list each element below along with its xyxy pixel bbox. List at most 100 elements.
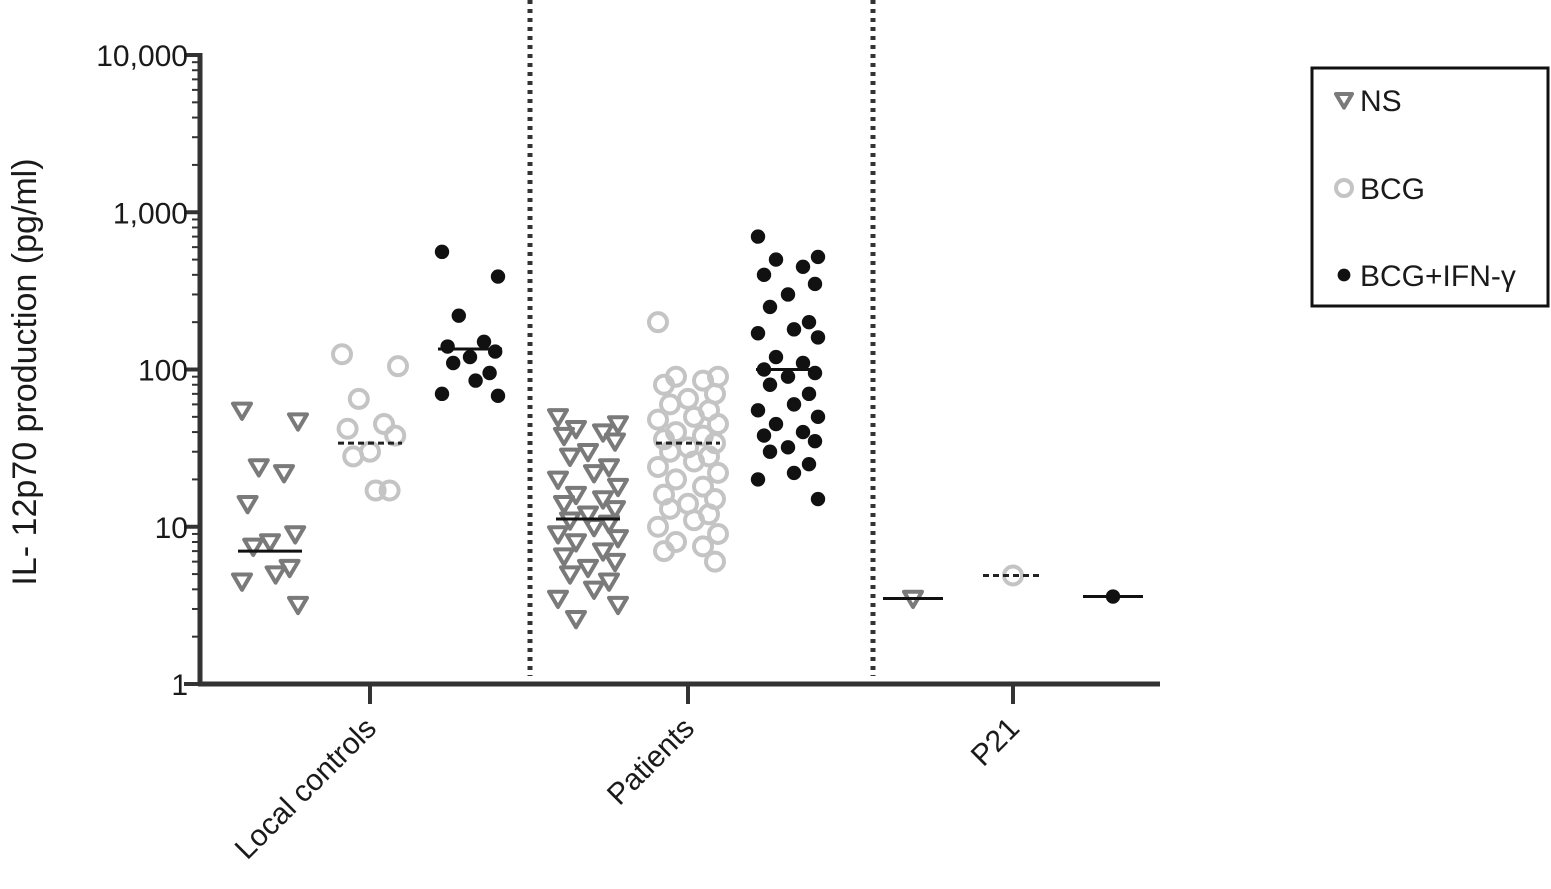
data-point-circle-filled <box>810 491 826 507</box>
data-point-circle-open <box>665 468 687 491</box>
data-point-circle-open <box>647 311 669 334</box>
legend-marker-circle-open <box>1334 178 1354 198</box>
data-point-circle-open <box>707 461 729 484</box>
data-point-circle-open <box>659 393 681 416</box>
data-point-circle-filled <box>462 349 478 365</box>
data-point-triangle-down-open <box>231 572 253 592</box>
data-point-circle-open <box>707 522 729 545</box>
data-point-triangle-down-open <box>583 580 605 600</box>
data-point-circle-filled <box>434 244 450 260</box>
data-point-circle-filled <box>786 397 802 412</box>
data-point-circle-open <box>683 509 705 532</box>
data-point-circle-filled <box>762 377 778 392</box>
data-point-triangle-down-open <box>604 432 626 452</box>
data-point-circle-open <box>653 373 675 396</box>
data-point-circle-filled <box>795 424 811 440</box>
data-point-triangle-down-open <box>565 533 587 553</box>
data-point-circle-filled <box>807 433 823 449</box>
data-point-triangle-down-open <box>553 426 575 447</box>
data-point-circle-filled <box>801 456 817 472</box>
data-point-triangle-down-open <box>236 495 259 515</box>
data-point-triangle-down-open <box>273 464 295 484</box>
data-point-triangle-down-open <box>583 518 605 538</box>
data-point-circle-open <box>647 455 669 478</box>
data-point-circle-filled <box>807 276 823 292</box>
data-point-triangle-down-open <box>577 558 599 579</box>
data-point-circle-filled <box>810 249 826 265</box>
data-point-circle-filled <box>490 269 506 284</box>
data-point-circle-open <box>683 450 705 473</box>
data-point-circle-filled <box>780 440 796 455</box>
legend-marker-triangle-down-open <box>1334 92 1354 110</box>
data-point-circle-filled <box>786 322 802 337</box>
data-point-triangle-down-open <box>559 565 581 585</box>
data-point-triangle-down-open <box>553 495 575 515</box>
data-point-circle-open <box>653 540 675 563</box>
data-point-circle-filled <box>451 308 466 323</box>
y-tick-label: 1,000 <box>113 197 188 230</box>
data-point-triangle-down-open <box>583 464 605 484</box>
data-point-circle-open <box>384 424 407 447</box>
data-point-circle-filled <box>476 334 492 350</box>
axes: 1 10 100 1,000 10,000 Local controls Patients P… <box>96 40 1160 866</box>
data-point-triangle-down-open <box>604 500 626 520</box>
data-point-triangle-down-open <box>547 470 569 490</box>
legend: NS BCG BCG+IFN-γ <box>1310 66 1550 308</box>
data-point-triangle-down-open <box>559 447 581 467</box>
x-category-label: Local controls <box>229 712 383 866</box>
data-point-triangle-down-open <box>592 490 614 510</box>
data-point-circle-filled <box>750 403 766 418</box>
data-point-triangle-down-open <box>231 401 253 421</box>
data-point-circle-filled <box>762 299 778 315</box>
data-point-circle-open <box>342 445 365 468</box>
data-point-circle-filled <box>762 444 778 459</box>
data-point-triangle-down-open <box>287 412 309 432</box>
legend-marker-circle-filled <box>1337 268 1351 282</box>
data-point-circle-filled <box>810 409 826 425</box>
data-point-triangle-down-open <box>598 514 620 534</box>
data-marks <box>231 229 1121 630</box>
data-point-circle-open <box>683 405 705 428</box>
data-point-circle-open <box>373 413 395 436</box>
data-point-triangle-down-open <box>607 529 629 549</box>
data-point-circle-open <box>653 428 675 451</box>
data-point-circle-open <box>331 343 353 366</box>
y-tick-label: 10 <box>155 512 188 545</box>
data-point-circle-open <box>347 387 370 410</box>
data-point-circle-filled <box>446 355 461 371</box>
data-point-triangle-down-open <box>592 542 614 562</box>
y-tick-label: 10,000 <box>96 40 188 73</box>
data-point-circle-filled <box>482 365 497 381</box>
median-lines <box>238 347 1143 600</box>
x-category-label: P21 <box>965 712 1026 773</box>
data-point-circle-open <box>692 535 714 558</box>
data-point-circle-filled <box>490 388 506 404</box>
data-point-circle-open <box>692 369 714 392</box>
data-point-triangle-down-open <box>565 609 587 630</box>
data-point-circle-filled <box>786 465 802 481</box>
data-point-circle-filled <box>801 314 817 330</box>
data-point-circle-filled <box>756 267 772 283</box>
data-point-circle-filled <box>488 344 503 359</box>
data-point-circle-filled <box>468 373 483 388</box>
x-category-label: Patients <box>601 712 701 812</box>
data-point-circle-filled <box>440 339 455 354</box>
data-point-triangle-down-open <box>577 505 599 525</box>
data-point-circle-open <box>677 387 699 410</box>
data-point-circle-filled <box>795 259 811 274</box>
data-point-triangle-down-open <box>242 537 265 557</box>
data-point-triangle-down-open <box>287 595 309 616</box>
data-point-circle-filled <box>750 326 766 341</box>
data-point-circle-open <box>647 408 669 431</box>
data-point-circle-open <box>378 479 401 502</box>
data-point-circle-filled <box>768 416 784 432</box>
data-point-circle-open <box>659 497 681 520</box>
data-point-circle-open <box>692 475 714 498</box>
data-point-circle-filled <box>807 365 823 381</box>
y-tick-label: 100 <box>138 355 188 388</box>
data-point-circle-open <box>647 515 669 538</box>
data-point-triangle-down-open <box>607 595 629 616</box>
data-point-triangle-down-open <box>259 533 281 553</box>
legend-label: BCG <box>1360 173 1425 206</box>
